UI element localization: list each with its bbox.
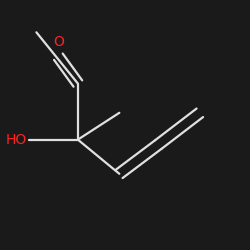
Text: O: O [53,36,64,50]
Text: HO: HO [6,133,27,147]
